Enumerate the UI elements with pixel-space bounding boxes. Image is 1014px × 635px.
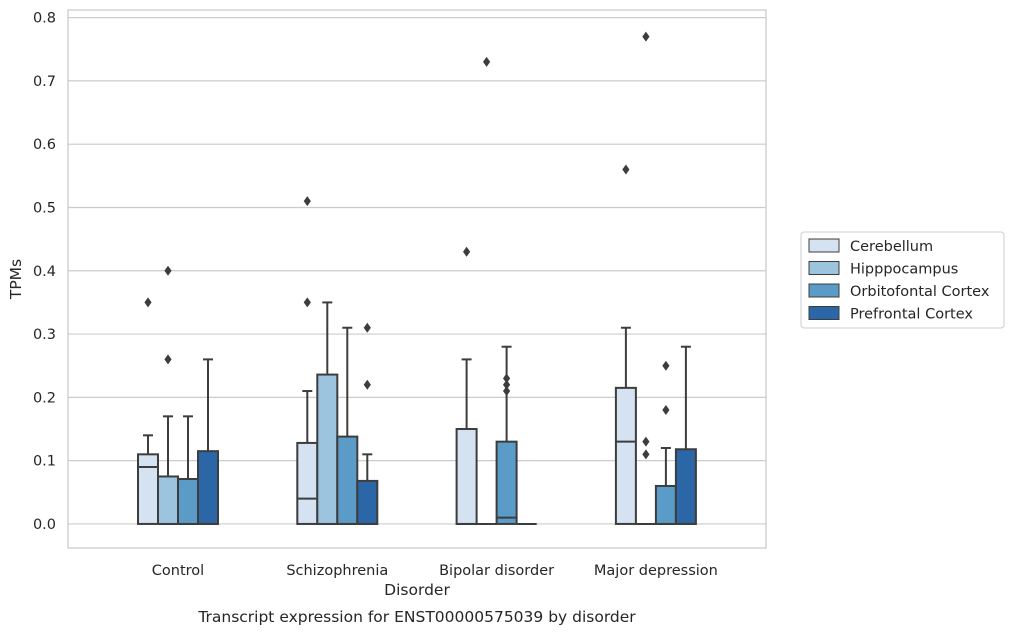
x-axis-title: Disorder — [384, 581, 450, 599]
legend-items: Cerebellum Hipppocampus Orbitofontal Corte… — [808, 238, 990, 323]
y-tick-label: 0.8 — [33, 11, 56, 27]
box-2-2 — [495, 345, 518, 525]
outlier-point — [303, 196, 311, 207]
box-0-3 — [197, 358, 219, 525]
box-body — [495, 440, 518, 525]
box-body — [137, 453, 159, 525]
grid-lines — [68, 16, 766, 525]
outlier-point — [503, 373, 511, 384]
y-tick-label: 0.6 — [33, 137, 56, 153]
box-body — [177, 478, 199, 525]
y-tick-label: 0.5 — [33, 200, 56, 216]
outlier-point — [164, 354, 172, 365]
y-tick-label: 0.1 — [33, 454, 56, 470]
outlier-point — [363, 322, 371, 333]
legend-item: Hipppocampus — [808, 261, 958, 278]
box-0-0 — [137, 434, 159, 525]
legend-item: Orbitofontal Cortex — [808, 283, 990, 300]
box-1-3 — [356, 453, 379, 525]
box-1-0 — [296, 390, 319, 525]
box-body — [674, 448, 697, 525]
legend-label: Orbitofontal Cortex — [850, 284, 990, 300]
legend-swatch — [808, 283, 840, 298]
y-tick-label: 0.2 — [33, 390, 56, 406]
box-body — [654, 484, 677, 525]
box-0-1 — [157, 415, 179, 525]
box-body — [336, 435, 359, 525]
plot-area-frame — [67, 9, 767, 549]
outlier-points — [144, 31, 670, 460]
figure-caption: Transcript expression for ENST0000057503… — [197, 608, 636, 626]
x-tick-label: Control — [152, 563, 204, 579]
box-body — [197, 450, 219, 525]
legend-frame — [800, 231, 1005, 329]
x-axis-ticks: Control Schizophrenia Bipolar disorder Majo… — [152, 563, 718, 579]
outlier-point — [642, 436, 650, 447]
legend-item: Prefrontal Cortex — [808, 306, 973, 323]
y-tick-label: 0.4 — [33, 264, 56, 280]
outlier-point — [503, 386, 511, 397]
box-2-0 — [455, 358, 478, 525]
outlier-point — [144, 297, 152, 308]
legend-swatch — [808, 261, 840, 275]
outlier-point — [164, 265, 172, 276]
y-tick-label: 0.7 — [33, 74, 56, 90]
box-body — [296, 441, 319, 525]
legend-swatch — [808, 306, 840, 320]
box-body — [316, 373, 339, 525]
boxes — [137, 301, 697, 525]
legend-label: Hipppocampus — [850, 262, 958, 278]
outlier-point — [642, 31, 650, 42]
outlier-point — [463, 246, 471, 257]
box-0-2 — [177, 415, 199, 525]
legend-swatch — [808, 238, 840, 253]
outlier-point — [662, 360, 670, 371]
box-1-1 — [316, 301, 339, 525]
x-tick-label: Major depression — [594, 563, 718, 579]
box-body — [157, 475, 179, 525]
outlier-point — [483, 56, 491, 67]
x-tick-label: Bipolar disorder — [439, 563, 554, 579]
box-body — [614, 386, 637, 525]
y-tick-label: 0.0 — [33, 517, 56, 533]
legend: Cerebellum Hipppocampus Orbitofontal Corte… — [800, 231, 1005, 329]
y-axis-ticks: 0.0 0.1 0.2 0.3 0.4 0.5 0.6 0.7 0.8 — [33, 11, 56, 533]
outlier-point — [642, 449, 650, 460]
box-3-2 — [654, 446, 677, 525]
legend-item: Cerebellum — [808, 238, 933, 255]
outlier-point — [303, 297, 311, 308]
outlier-point — [363, 379, 371, 390]
box-body — [356, 479, 379, 525]
box-body — [455, 428, 478, 525]
outlier-point — [503, 379, 511, 390]
outlier-point — [622, 164, 630, 175]
y-axis-title: TPMs — [7, 259, 25, 300]
box-1-2 — [336, 326, 359, 525]
y-tick-label: 0.3 — [33, 327, 56, 343]
legend-label: Cerebellum — [850, 239, 933, 255]
x-tick-label: Schizophrenia — [286, 563, 388, 579]
box-3-0 — [614, 326, 637, 525]
box-3-3 — [674, 345, 697, 525]
legend-label: Prefrontal Cortex — [850, 307, 973, 323]
outlier-point — [662, 405, 670, 416]
